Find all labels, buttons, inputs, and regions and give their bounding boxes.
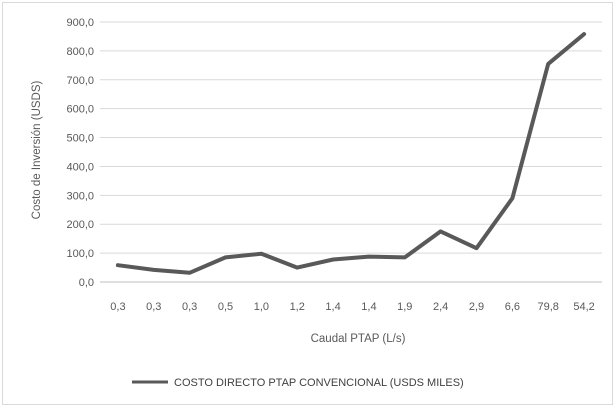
data-point [295,266,299,270]
y-tick-label: 600,0 [66,104,94,116]
data-point [475,246,478,250]
y-tick-label: 500,0 [66,133,94,145]
series-line [115,32,587,275]
x-tick-label: 54,2 [573,301,594,313]
data-point [188,271,192,275]
x-tick-label: 6,6 [505,301,520,313]
y-tick-label: 100,0 [66,248,94,260]
data-point [116,263,120,267]
chart-frame [2,2,613,405]
y-tick-label: 0,0 [79,277,94,289]
data-point [510,196,514,200]
y-tick-label: 400,0 [66,161,94,173]
data-point [259,252,263,256]
y-tick-labels: 0,0 100,0 200,0 300,0 400,0 500,0 600,0 700,0 80… [66,17,94,289]
y-tick-label: 300,0 [66,190,94,202]
data-point [546,62,550,66]
x-tick-label: 0,3 [182,301,197,313]
y-tick-label: 900,0 [66,17,94,29]
x-tick-label: 1,9 [397,301,412,313]
y-tick-label: 700,0 [66,75,94,87]
x-tick-labels: 0,3 0,3 0,3 0,5 1,0 1,2 1,4 1,4 1,9 2,4 2,9 6,6 79,8… [110,301,595,313]
data-point [403,255,407,259]
y-tick-label: 200,0 [66,219,94,231]
x-tick-label: 79,8 [538,301,559,313]
x-tick-label: 2,4 [433,301,448,313]
x-tick-label: 1,4 [361,301,376,313]
x-tick-label: 0,5 [218,301,233,313]
data-point [582,32,586,36]
x-axis-title: Caudal PTAP (L/s) [311,333,406,345]
data-point [152,268,156,272]
data-point [331,257,335,261]
x-tick-label: 1,0 [254,301,269,313]
y-tick-label: 800,0 [66,46,94,58]
x-tick-label: 0,3 [146,301,161,313]
legend-label: COSTO DIRECTO PTAP CONVENCIONAL (USDS MI… [174,377,464,389]
gridlines [100,21,602,283]
data-point [439,229,443,233]
y-axis-title: Costo de Inversión (USDS) [31,80,43,219]
data-point [224,255,227,259]
x-tick-label: 1,2 [290,301,305,313]
x-tick-label: 0,3 [110,301,125,313]
x-tick-label: 2,9 [469,301,484,313]
legend: COSTO DIRECTO PTAP CONVENCIONAL (USDS MI… [132,377,464,389]
x-tick-label: 1,4 [325,301,340,313]
series-lines [115,32,587,275]
data-point [367,255,371,259]
